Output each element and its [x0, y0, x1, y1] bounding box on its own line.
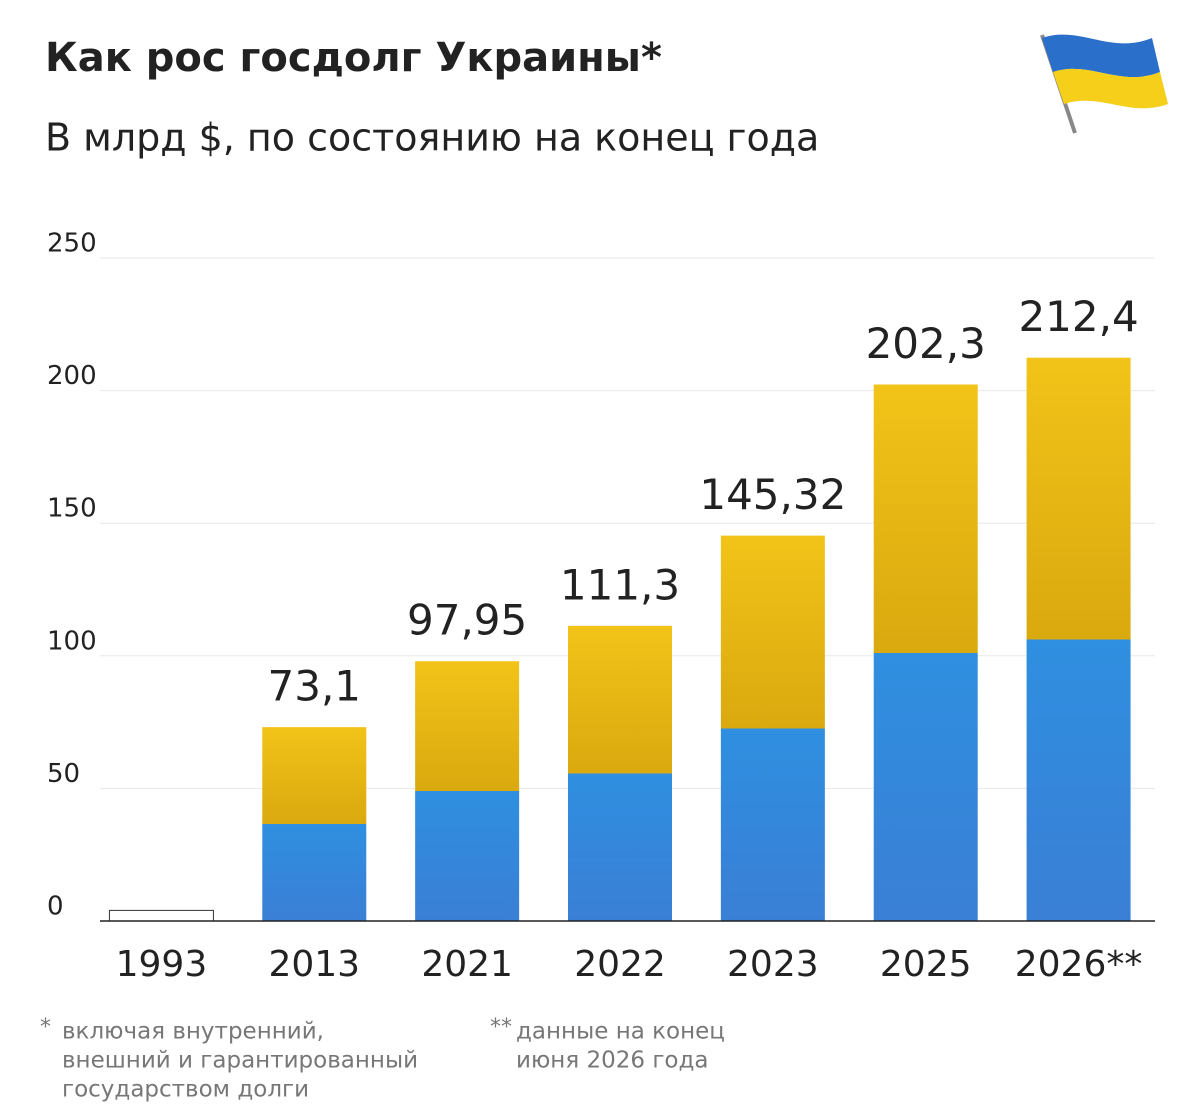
footnote-line: июня 2026 года — [516, 1048, 709, 1074]
footnote-line: государством долги — [62, 1077, 309, 1103]
bar — [873, 384, 978, 922]
bar — [108, 909, 214, 922]
value-label: 111,3 — [560, 560, 680, 609]
flag-icon — [1040, 34, 1168, 134]
value-label: 97,95 — [407, 596, 527, 645]
footnote-marker: * — [40, 1015, 51, 1040]
bar — [415, 661, 520, 921]
x-tick-label: 2025 — [880, 944, 972, 985]
footnote-line: данные на конец — [516, 1019, 725, 1045]
chart-subtitle: В млрд $, по состоянию на конец года — [45, 116, 819, 160]
value-label: 73,1 — [268, 662, 362, 711]
footnote-marker: ** — [490, 1015, 512, 1040]
footnote-line: внешний и гарантированный — [62, 1048, 418, 1074]
y-tick-label: 0 — [47, 892, 64, 922]
value-label: 145,32 — [699, 470, 846, 519]
chart-title: Как рос госдолг Украины* — [45, 35, 662, 81]
y-tick-label: 200 — [47, 361, 97, 391]
y-tick-label: 100 — [47, 626, 97, 656]
value-label: 202,3 — [866, 319, 986, 368]
bar — [720, 535, 825, 921]
x-tick-label: 1993 — [116, 944, 208, 985]
x-tick-label: 2021 — [421, 944, 513, 985]
bar — [1026, 357, 1131, 921]
x-tick-label: 2023 — [727, 944, 819, 985]
x-tick-label: 2026** — [1015, 944, 1143, 985]
bar — [262, 727, 367, 921]
bar — [568, 625, 672, 921]
footnote-line: включая внутренний, — [62, 1019, 324, 1045]
y-tick-label: 50 — [47, 759, 80, 789]
y-tick-label: 250 — [47, 229, 97, 259]
x-tick-label: 2022 — [574, 944, 666, 985]
x-tick-label: 2013 — [268, 944, 360, 985]
y-tick-label: 150 — [47, 494, 97, 524]
value-label: 212,4 — [1018, 292, 1138, 341]
